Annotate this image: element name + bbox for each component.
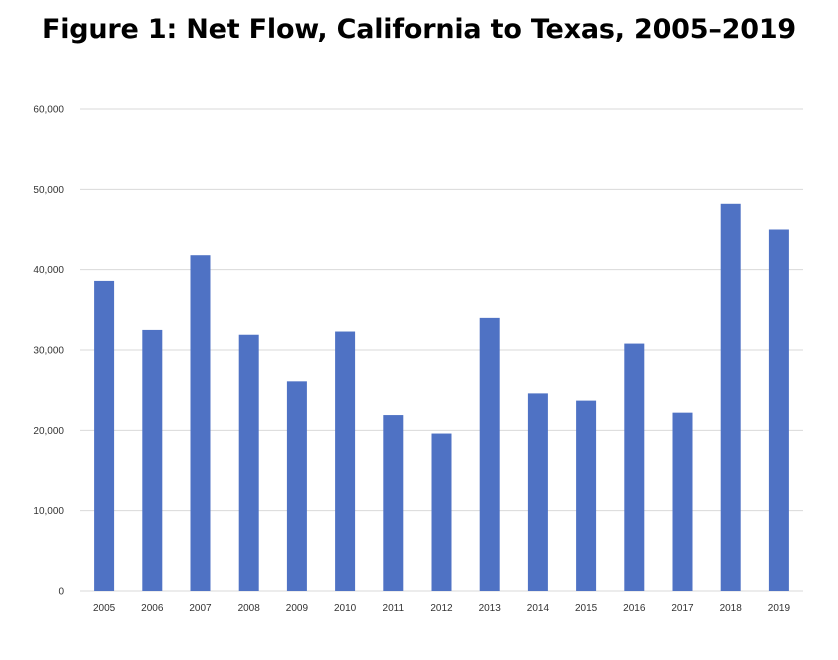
bar-2007 [190, 255, 211, 591]
x-tick-label: 2011 [383, 603, 405, 614]
bar-2008 [238, 334, 259, 591]
bars [94, 203, 789, 591]
y-tick-label: 20,000 [33, 426, 64, 437]
x-tick-label: 2005 [93, 603, 116, 614]
chart-title: Figure 1: Net Flow, California to Texas,… [41, 14, 796, 45]
x-tick-label: 2009 [286, 603, 309, 614]
bar-2014 [527, 393, 548, 591]
bar-2010 [335, 331, 356, 591]
y-tick-label: 50,000 [33, 185, 64, 196]
bar-2015 [576, 400, 597, 591]
y-tick-label: 40,000 [33, 265, 64, 276]
bar-2009 [286, 381, 307, 591]
bar-2019 [768, 229, 789, 591]
bar-2005 [94, 280, 115, 591]
y-tick-label: 0 [58, 587, 64, 598]
x-tick-label: 2006 [141, 603, 164, 614]
bar-2006 [142, 329, 163, 591]
y-tick-label: 60,000 [33, 105, 64, 116]
x-tick-label: 2007 [189, 603, 212, 614]
x-tick-label: 2010 [334, 603, 357, 614]
y-axis-tick-labels: 0 10,000 20,000 30,000 40,000 50,000 60,000 [33, 105, 64, 598]
x-tick-label: 2013 [479, 603, 502, 614]
bar-2016 [624, 343, 645, 591]
bar-2013 [479, 317, 500, 591]
x-tick-label: 2018 [720, 603, 743, 614]
bar-2017 [672, 412, 693, 591]
x-tick-label: 2016 [623, 603, 646, 614]
x-tick-label: 2015 [575, 603, 598, 614]
y-tick-label: 10,000 [33, 506, 64, 517]
y-tick-label: 30,000 [33, 346, 64, 357]
x-tick-label: 2017 [671, 603, 694, 614]
x-tick-label: 2008 [238, 603, 261, 614]
x-axis-tick-labels: 2005 2006 2007 2008 2009 2010 2011 2012 2013 2014… [93, 603, 790, 614]
x-tick-label: 2012 [430, 603, 453, 614]
bar-2012 [431, 433, 452, 591]
x-tick-label: 2014 [527, 603, 550, 614]
bar-2011 [383, 415, 404, 591]
x-tick-label: 2019 [768, 603, 791, 614]
bar-2018 [720, 203, 741, 591]
